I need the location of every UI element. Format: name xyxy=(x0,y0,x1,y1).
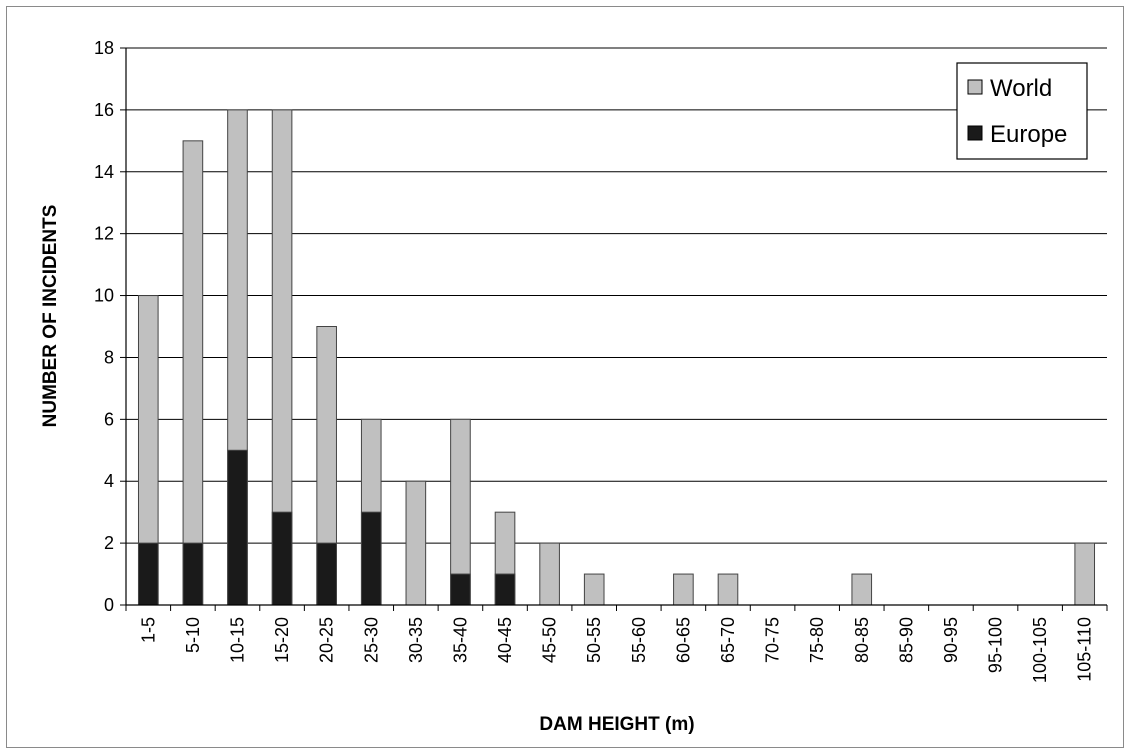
bar-europe-40-45 xyxy=(494,573,516,606)
bar-europe-5-10 xyxy=(182,542,204,606)
x-tick-label: 5-10 xyxy=(183,617,203,653)
x-tick-label: 75-80 xyxy=(807,617,827,663)
bar-world-65-70 xyxy=(717,573,739,606)
y-tick-label: 6 xyxy=(104,409,114,429)
bar-europe-35-40 xyxy=(450,573,471,606)
x-tick-label: 15-20 xyxy=(272,617,292,663)
x-tick-labels: 1-5 5-10 10-15 15-20 20-25 25-30 30-35 35-40 40-… xyxy=(138,617,1094,683)
bar-europe-25-30 xyxy=(360,511,382,606)
x-tick-label: 60-65 xyxy=(673,617,693,663)
x-tick-label: 70-75 xyxy=(763,617,783,663)
bar-world-45-50 xyxy=(539,542,560,606)
y-axis-title: NUMBER OF INCIDENTS xyxy=(40,205,61,428)
x-tick-label: 100-105 xyxy=(1030,617,1050,683)
legend-label-europe: Europe xyxy=(990,121,1067,148)
x-axis-title: DAM HEIGHT (m) xyxy=(539,714,694,735)
bar-world-5-10 xyxy=(182,140,204,606)
y-tick-label: 18 xyxy=(94,38,114,58)
legend-box xyxy=(956,62,1088,160)
legend-label-world: World xyxy=(990,75,1052,102)
x-tick-label: 45-50 xyxy=(540,617,560,663)
x-tick-label: 25-30 xyxy=(361,617,381,663)
x-tick-label: 20-25 xyxy=(317,617,337,663)
x-tick-label: 55-60 xyxy=(629,617,649,663)
y-tick-label: 14 xyxy=(94,162,114,182)
bar-world-30-35 xyxy=(405,480,427,606)
bar-europe-20-25 xyxy=(316,542,337,606)
x-tick-label: 90-95 xyxy=(941,617,961,663)
x-tick-label: 85-90 xyxy=(896,617,916,663)
y-tick-label: 0 xyxy=(104,595,114,615)
x-tick-label: 1-5 xyxy=(138,617,158,643)
x-tick-label: 30-35 xyxy=(406,617,426,663)
bar-europe-1-5 xyxy=(137,542,159,606)
legend-swatch-europe xyxy=(967,125,983,141)
bars xyxy=(137,109,1096,606)
bar-world-105-110 xyxy=(1074,542,1096,606)
x-tick-label: 65-70 xyxy=(718,617,738,663)
x-tick-label: 10-15 xyxy=(227,617,247,663)
legend: World Europe xyxy=(956,62,1088,160)
bar-world-60-65 xyxy=(673,573,694,606)
x-tick-label: 80-85 xyxy=(852,617,872,663)
y-tick-label: 10 xyxy=(94,286,114,306)
bar-europe-10-15 xyxy=(227,449,248,606)
bar-world-80-85 xyxy=(851,573,873,606)
y-tick-label: 4 xyxy=(104,471,114,491)
y-tick-label: 2 xyxy=(104,533,114,553)
x-tick-label: 35-40 xyxy=(450,617,470,663)
x-tick-label: 95-100 xyxy=(986,617,1006,673)
x-tick-label: 105-110 xyxy=(1075,617,1095,682)
bar-europe-15-20 xyxy=(271,511,293,606)
y-tick-label: 8 xyxy=(104,347,114,367)
y-tick-label: 16 xyxy=(94,100,114,120)
bar-world-50-55 xyxy=(583,573,605,606)
x-tick-label: 40-45 xyxy=(495,617,515,663)
x-tick-label: 50-55 xyxy=(584,617,604,663)
legend-swatch-world xyxy=(967,79,983,95)
axes xyxy=(125,48,1108,611)
y-tick-labels: 0 2 4 6 8 10 12 14 16 18 xyxy=(94,38,114,615)
y-tick-label: 12 xyxy=(94,224,114,244)
